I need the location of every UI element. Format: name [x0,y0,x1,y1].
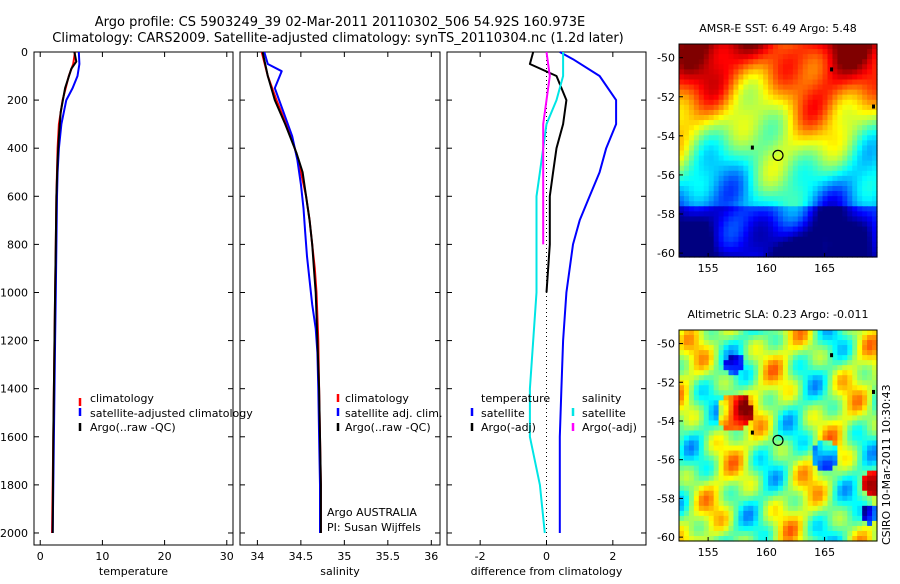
sla-map-float-marker [750,430,754,435]
temperature-profile-ytick-label: 600 [7,190,28,203]
sla-map-ytick-label: -58 [657,492,675,505]
sst-map-float-marker [750,145,754,150]
figure-title-line2: Climatology: CARS2009. Satellite-adjuste… [52,31,624,46]
sla-map-panel: 155 160 165 -50 -52 -54 -56 -58 -60 [657,329,878,559]
salinity-legend-argo: Argo(..raw -QC) [345,421,431,434]
sst-map-field [679,44,878,258]
temperature-profile-xtick-label: 0 [37,550,44,563]
sla-map-float-marker [872,389,876,394]
temperature-legend: climatology satellite-adjusted climatolo… [78,392,253,434]
difference-legend-salinity-argo: Argo(-adj) [582,421,637,434]
difference-legend: temperature satellite Argo(-adj) salinit… [470,392,637,434]
sst-map-float-marker [872,104,876,109]
sla-map-ytick-label: -56 [657,454,675,467]
temperature-profile-xtick-label: 10 [95,550,109,563]
sst-map-title: AMSR-E SST: 6.49 Argo: 5.48 [699,22,857,35]
temperature-profile-ytick-label: 1600 [0,431,28,444]
salinity-legend: climatology satellite adj. clim. Argo(..… [336,392,442,434]
salinity-legend-climatology: climatology [345,392,409,405]
sla-map-field [679,330,878,542]
temperature-profile-xtick-label: 30 [220,550,234,563]
temperature-profile-series-argo-raw-qc- [51,51,78,534]
sla-map-xtick-label: 165 [814,546,835,559]
temperature-profile-ytick-label: 800 [7,238,28,251]
credit-stamp: CSIRO 10-Mar-2011 10:30:43 [880,384,893,545]
salinity-profile-xlabel: salinity [320,565,360,578]
temperature-legend-argo: Argo(..raw -QC) [90,421,176,434]
sst-map-float-marker [830,67,834,72]
sst-map-ytick-label: -56 [657,169,675,182]
temperature-profile-ytick-label: 1800 [0,479,28,492]
temperature-profile-xlabel: temperature [99,565,168,578]
difference-profile-xlabel: difference from climatology [471,565,623,578]
salinity-profile-xtick-label: 35.5 [376,550,401,563]
difference-panel: -2 0 2 difference from climatology [446,51,647,578]
salinity-profile-xtick-label: 35 [337,550,351,563]
difference-profile-series-salinity-satellite [528,52,565,534]
temperature-profile-ytick-label: 200 [7,94,28,107]
sla-map-ytick-label: -52 [657,376,675,389]
sst-map-ytick-label: -60 [657,247,675,260]
difference-profile-xtick-label: -2 [475,550,486,563]
sla-map-profile-location [772,434,784,446]
salinity-legend-satellite: satellite adj. clim. [345,407,442,420]
salinity-profile-xtick-label: 36 [424,550,438,563]
salinity-annotation-line2: PI: Susan Wijffels [327,521,421,534]
temperature-profile-ytick-label: 1200 [0,335,28,348]
temperature-legend-climatology: climatology [90,392,154,405]
salinity-profile-series-argo-raw-qc- [261,51,322,533]
sst-map-frame [678,43,878,258]
figure-title-line1: Argo profile: CS 5903249_39 02-Mar-2011 … [95,15,585,30]
sst-map-ytick-label: -54 [657,130,675,143]
salinity-profile-frame [239,51,441,546]
sla-map-xtick-label: 160 [756,546,777,559]
difference-legend-salinity-satellite: satellite [582,407,626,420]
sst-map-ytick-label: -50 [657,52,675,65]
difference-profile-series-temperature-satellite [558,51,618,533]
sst-map-ytick-label: -52 [657,91,675,104]
sst-map-xtick-label: 160 [756,262,777,275]
sst-map-xtick-label: 165 [814,262,835,275]
sla-map-frame [678,329,878,542]
salinity-panel: 34 34.5 35 35.5 36 salinity [239,51,441,578]
difference-profile-xtick-label: 2 [609,550,616,563]
difference-legend-temperature-argo: Argo(-adj) [481,421,536,434]
sst-map-xtick-label: 155 [698,262,719,275]
sla-map-ytick-label: -54 [657,415,675,428]
temperature-legend-satellite: satellite-adjusted climatology [90,407,253,420]
sst-map-profile-location [772,149,784,161]
temperature-panel: 0 10 20 30 0 200 400 600 800 1000 1200 1400 1600 1800… [0,46,234,578]
salinity-annotation-line1: Argo AUSTRALIA [327,506,417,519]
sst-map-ytick-label: -58 [657,208,675,221]
temperature-profile-ytick-label: 2000 [0,527,28,540]
difference-legend-temperature-title: temperature [481,392,550,405]
salinity-profile-xtick-label: 34 [250,550,264,563]
sla-map-ytick-label: -60 [657,531,675,544]
sla-map-float-marker [830,353,834,358]
sla-map-xtick-label: 155 [698,546,719,559]
difference-legend-temperature-satellite: satellite [481,407,525,420]
temperature-profile-ytick-label: 0 [21,46,28,59]
sst-map-panel: 155 160 165 -50 -52 -54 -56 -58 -60 [657,43,878,275]
temperature-profile-xtick-label: 20 [158,550,172,563]
difference-legend-salinity-title: salinity [582,392,622,405]
temperature-profile-ytick-label: 1400 [0,383,28,396]
difference-profile-series-salinity-argo-adj- [542,51,551,245]
temperature-profile-frame [33,51,234,546]
difference-profile-xtick-label: 0 [543,550,550,563]
difference-profile-series-temperature-argo-adj- [528,51,568,293]
salinity-profile-xtick-label: 34.5 [289,550,314,563]
sla-map-title: Altimetric SLA: 0.23 Argo: -0.011 [688,308,869,321]
sla-map-ytick-label: -50 [657,338,675,351]
temperature-profile-ytick-label: 1000 [0,286,28,299]
temperature-profile-ytick-label: 400 [7,142,28,155]
